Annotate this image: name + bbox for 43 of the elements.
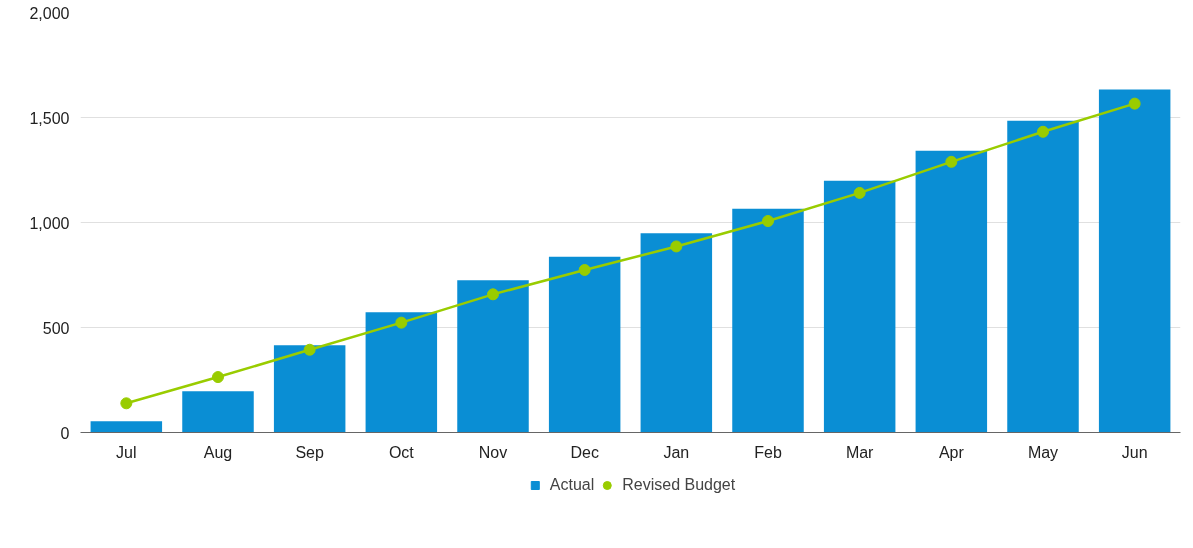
x-tick-label: Apr <box>938 443 965 461</box>
bar <box>823 180 896 433</box>
y-tick-label: 1,500 <box>29 109 70 127</box>
point <box>1037 125 1049 138</box>
point <box>487 288 499 301</box>
bar <box>1098 89 1171 433</box>
bar <box>365 312 438 433</box>
legend-label: Revised Budget <box>622 476 736 494</box>
bar <box>273 345 346 433</box>
x-tick-label: Nov <box>478 443 508 461</box>
x-tick-label: Aug <box>203 443 233 461</box>
point <box>120 397 133 410</box>
point <box>212 371 224 384</box>
x-tick-label: Mar <box>845 443 875 461</box>
point <box>853 186 866 199</box>
x-tick-label: Jun <box>1121 443 1148 461</box>
bar <box>1007 120 1079 433</box>
x-tick-label: May <box>1027 443 1059 461</box>
point <box>395 316 408 329</box>
bar <box>548 256 621 433</box>
bar <box>457 280 529 433</box>
bar <box>640 233 713 433</box>
point <box>670 240 683 253</box>
x-tick-label: Dec <box>570 443 599 461</box>
point <box>762 215 774 228</box>
point <box>1128 97 1141 110</box>
x-tick-label: Jul <box>116 443 137 461</box>
y-tick-label: 2,000 <box>29 4 70 22</box>
x-tick-label: Oct <box>388 443 415 461</box>
bar <box>732 208 804 433</box>
bar <box>915 150 988 433</box>
legend-label: Actual <box>549 476 595 494</box>
point <box>945 155 958 168</box>
x-tick-label: Feb <box>754 443 782 461</box>
y-tick-label: 0 <box>60 424 70 442</box>
x-tick-label: Sep <box>295 443 324 461</box>
bar <box>90 421 163 433</box>
point <box>303 343 316 356</box>
y-tick-label: 500 <box>42 319 70 337</box>
point <box>578 263 591 276</box>
x-tick-label: Jan <box>663 443 690 461</box>
bar <box>182 391 254 433</box>
y-tick-label: 1,000 <box>29 214 70 232</box>
